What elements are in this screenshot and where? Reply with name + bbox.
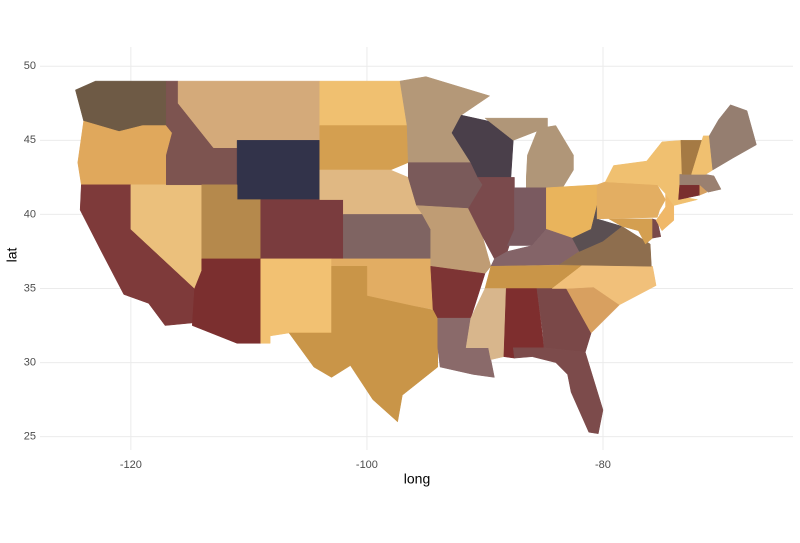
region [77, 120, 173, 186]
y-tick-label: 40 [24, 208, 36, 220]
region [652, 218, 662, 239]
region [484, 117, 548, 141]
region [708, 104, 757, 171]
region [679, 174, 722, 193]
region [596, 181, 666, 220]
region [260, 258, 332, 344]
x-tick-label: -100 [356, 459, 378, 471]
region [288, 266, 438, 423]
y-tick-label: 50 [24, 60, 36, 72]
y-tick-label: 35 [24, 282, 36, 294]
y-axis-title: lat [4, 248, 20, 263]
y-tick-label: 25 [24, 431, 36, 443]
region [236, 140, 320, 200]
region [513, 347, 604, 434]
region [191, 258, 261, 344]
region [260, 199, 344, 260]
region [678, 184, 701, 200]
region [319, 125, 409, 171]
region [407, 162, 483, 209]
x-tick-label: -120 [120, 459, 142, 471]
region [571, 205, 623, 252]
x-axis-title: long [404, 471, 430, 487]
region [465, 288, 507, 360]
y-tick-label: 45 [24, 134, 36, 146]
region [526, 125, 574, 190]
region [343, 214, 431, 260]
y-tick-label: 30 [24, 356, 36, 368]
region [691, 135, 714, 175]
x-tick-label: -80 [595, 459, 611, 471]
region [319, 80, 408, 126]
